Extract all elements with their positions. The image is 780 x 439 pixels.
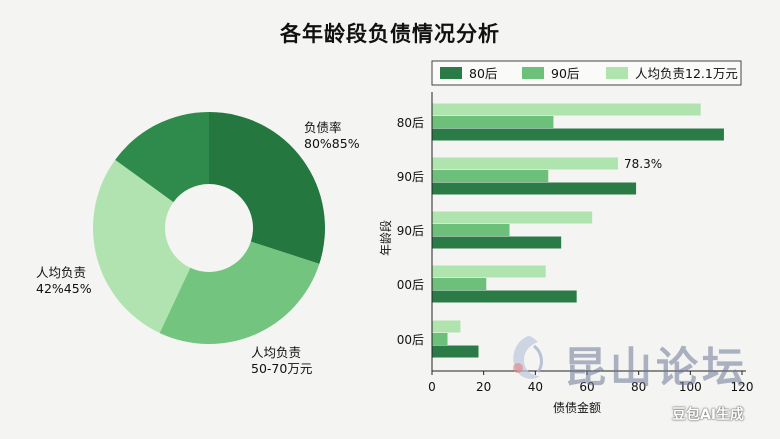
bar (432, 116, 554, 128)
legend-label: 人均负责12.1万元 (635, 66, 738, 81)
bar (432, 211, 593, 224)
bar (432, 224, 510, 236)
bar (432, 103, 701, 116)
forum-logo-icon (513, 336, 543, 379)
bar (432, 320, 461, 333)
legend-swatch (440, 67, 462, 79)
category-tick-label: 80后 (397, 116, 424, 130)
bar-annotation: 78.3% (624, 157, 662, 171)
x-tick-label: 120 (731, 380, 754, 394)
bar (432, 170, 549, 182)
donut-slice (159, 241, 320, 344)
legend-label: 90后 (551, 66, 579, 81)
chart-title: 各年龄段负债情况分析 (280, 22, 500, 46)
bar (432, 290, 577, 303)
watermark: 昆山论坛 豆包AI生成 (498, 326, 780, 439)
x-tick-label: 80 (631, 380, 646, 394)
legend-swatch (606, 67, 628, 79)
legend-label: 80后 (469, 66, 497, 81)
slice-label: 人均负责 50-70万元 (251, 345, 312, 376)
x-tick-label: 100 (679, 380, 702, 394)
x-tick-label: 0 (428, 380, 436, 394)
x-tick-label: 60 (579, 380, 594, 394)
ai-badge: 豆包AI生成 (672, 407, 745, 423)
slice-label: 负债率 80%85% (304, 120, 360, 151)
donut-slice (209, 112, 326, 264)
legend-box (431, 60, 742, 86)
bar (432, 333, 448, 345)
y-axis-label: 年龄段 (378, 220, 393, 256)
slice-label: 人均负责 42%45% (36, 265, 92, 296)
x-axis-label: 债债金额 (553, 400, 601, 415)
donut-slice (93, 159, 191, 333)
legend-swatch (522, 67, 544, 79)
bar (432, 157, 618, 170)
category-tick-label: 90后 (397, 170, 424, 184)
donut-slice (115, 112, 209, 203)
bar (432, 182, 637, 195)
x-tick-label: 40 (528, 380, 543, 394)
bar (432, 345, 479, 358)
x-tick-label: 20 (476, 380, 491, 394)
bar (432, 128, 724, 141)
category-tick-label: 90后 (397, 224, 424, 238)
bar (432, 236, 562, 249)
category-tick-label: 00后 (397, 278, 424, 292)
category-tick-label: 00后 (397, 333, 424, 347)
bar (432, 278, 487, 290)
watermark-text: 昆山论坛 (564, 343, 749, 392)
donut-chart: 负债率 80%85% 人均负责 50-70万元 人均负责 42%45% (36, 112, 360, 376)
bar (432, 265, 546, 278)
